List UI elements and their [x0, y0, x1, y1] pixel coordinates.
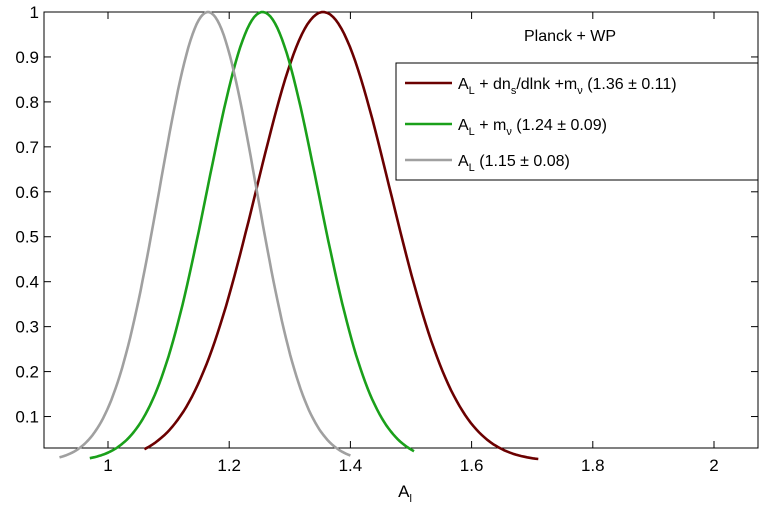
y-tick-label: 0.8: [15, 93, 39, 112]
y-tick-label: 1: [30, 3, 39, 22]
x-tick-label: 1.2: [217, 456, 241, 475]
y-tick-label: 0.7: [15, 138, 39, 157]
x-tick-label: 1.6: [460, 456, 484, 475]
x-tick-label: 2: [709, 456, 718, 475]
y-tick-label: 0.6: [15, 183, 39, 202]
legend-label-1: AL + dns/dlnk +mν (1.36 ± 0.11): [458, 76, 677, 97]
y-tick-label: 0.4: [15, 273, 39, 292]
x-axis: 1 1.2 1.4 1.6 1.8 2: [103, 12, 719, 475]
series-line-1: [143, 10, 539, 461]
x-tick-label: 1: [103, 456, 112, 475]
x-axis-title: Al: [398, 482, 412, 505]
y-tick-label: 0.9: [15, 48, 39, 67]
x-axis-title-sub: l: [409, 493, 411, 505]
legend-label-2: AL + mν (1.24 ± 0.09): [458, 117, 607, 138]
x-tick-label: 1.8: [581, 456, 605, 475]
x-axis-title-main: A: [398, 482, 410, 501]
chart-title: Planck + WP: [524, 28, 616, 45]
series-curves: [59, 10, 539, 461]
series-line-2: [89, 10, 415, 460]
legend-box: [395, 62, 759, 181]
x-tick-label: 1.4: [339, 456, 363, 475]
series-line-3: [59, 10, 351, 459]
y-tick-label: 0.2: [15, 363, 39, 382]
y-axis: 0.1 0.2 0.3 0.4 0.5 0.6 0.7 0.8 0.9 1: [15, 3, 758, 427]
legend-label-3: AL (1.15 ± 0.08): [458, 153, 570, 174]
y-tick-label: 0.3: [15, 318, 39, 337]
y-tick-label: 0.1: [15, 408, 39, 427]
y-tick-label: 0.5: [15, 228, 39, 247]
legend: AL + dns/dlnk +mν (1.36 ± 0.11) AL + mν (…: [405, 76, 677, 174]
